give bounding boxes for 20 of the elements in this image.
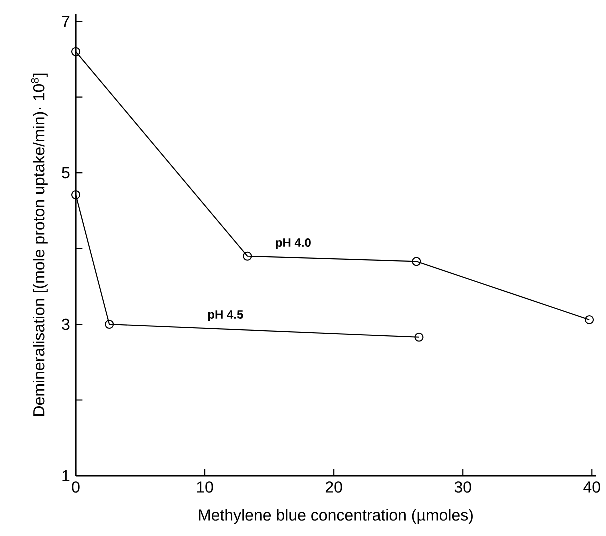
y-tick-label: 5	[62, 167, 70, 179]
x-tick-label: 20	[326, 482, 342, 493]
point	[71, 190, 81, 200]
series-label: pH 4.0	[276, 238, 311, 250]
x-axis-title: Methylene blue concentration (µmoles)	[199, 509, 473, 524]
y-tick-label: 3	[62, 318, 70, 330]
x-tick-label: 0	[72, 482, 80, 493]
series-label: pH 4.5	[208, 310, 244, 322]
point	[585, 315, 594, 325]
y-tick-label: 1	[62, 470, 70, 482]
y-tick-label: 7	[62, 16, 70, 28]
x-tick-label: 40	[584, 482, 600, 493]
point	[412, 257, 422, 266]
x-tick-label: 10	[197, 482, 214, 493]
point	[243, 252, 252, 261]
point	[71, 47, 81, 56]
y-axis-title: Demineralisation [(mole proton uptake/min)· 10$^{8}$]	[31, 74, 48, 416]
point	[105, 320, 114, 330]
x-tick-label: 30	[454, 482, 472, 493]
point	[414, 332, 424, 342]
